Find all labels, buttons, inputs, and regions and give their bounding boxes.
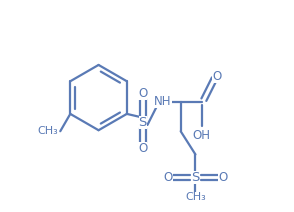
Text: O: O [218,171,228,184]
Text: S: S [138,116,147,129]
Text: O: O [212,70,221,83]
Text: O: O [138,142,147,155]
Text: CH₃: CH₃ [185,192,206,202]
Text: OH: OH [193,129,211,142]
Text: CH₃: CH₃ [37,126,58,136]
Text: NH: NH [154,95,171,108]
Text: O: O [163,171,173,184]
Text: S: S [191,171,200,184]
Text: O: O [138,87,147,100]
